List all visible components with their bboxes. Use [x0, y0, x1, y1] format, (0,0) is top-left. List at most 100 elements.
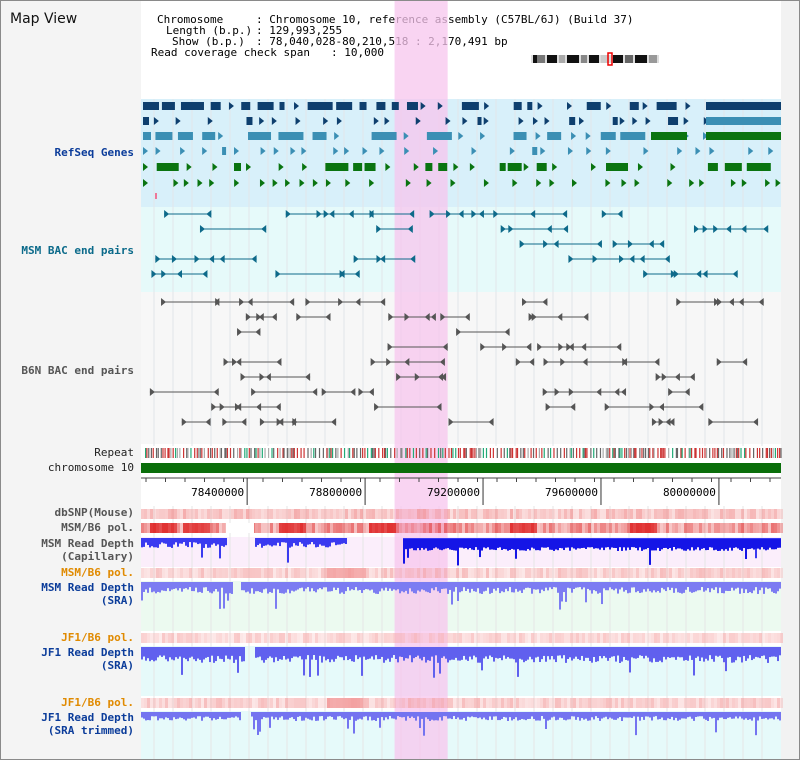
jf1-b6-pol-band	[567, 698, 570, 708]
msm-b6-pol-band	[600, 523, 603, 533]
repeat-feature	[337, 448, 339, 458]
msm-depth-sra-bar	[291, 582, 293, 591]
msm-depth-sra-bar	[261, 582, 263, 593]
b6n-bac-pair-end	[296, 313, 302, 321]
repeat-feature	[647, 448, 650, 458]
msm-b6-pol-band	[504, 568, 507, 578]
msm-b6-pol-band	[387, 568, 390, 578]
msm-depth-cap-bar	[217, 538, 219, 545]
jf1-depth-sra-bar	[767, 647, 769, 663]
jf1-depth-trim-bar	[447, 712, 449, 719]
msm-depth-sra-bar	[599, 582, 601, 593]
msm-depth-sra-bar	[581, 582, 583, 590]
msm-b6-pol-band	[714, 523, 717, 533]
b6n-bac-pair-end	[668, 388, 674, 396]
repeat-feature	[261, 448, 263, 458]
msm-b6-pol-band	[570, 568, 573, 578]
msm-depth-sra-bar	[705, 582, 707, 591]
jf1-b6-pol-band	[261, 633, 264, 643]
msm-depth-cap-bar	[225, 538, 227, 546]
jf1-b6-pol-band	[702, 633, 705, 643]
msm-depth-sra-bar	[215, 582, 217, 590]
refseq-gene-arrow	[535, 132, 541, 140]
b6n-bac-pair-end	[275, 403, 281, 411]
msm-depth-cap-bar	[573, 539, 575, 549]
chromosome-label: Chromosome	[157, 13, 224, 26]
ideogram-position-marker	[607, 52, 613, 66]
msm-bac-pair-end	[353, 255, 359, 263]
jf1-b6-pol-band	[765, 698, 768, 708]
msm-depth-sra-bar	[251, 582, 253, 589]
jf1-b6-pol-band	[447, 633, 450, 643]
dbsnp-band	[285, 509, 288, 519]
jf1-depth-trim-bar	[667, 712, 669, 719]
jf1-depth-trim-bar	[679, 712, 681, 720]
jf1-b6-pol-band	[768, 633, 771, 643]
msm-depth-cap-bar	[719, 539, 721, 551]
refseq-gene-arrow	[212, 163, 218, 171]
jf1-b6-pol-band	[306, 633, 309, 643]
msm-depth-sra-bar	[319, 582, 321, 589]
msm-depth-sra-bar	[511, 582, 513, 593]
msm-b6-pol-band	[348, 523, 351, 533]
jf1-b6-pol-band	[234, 698, 237, 708]
jf1-depth-trim-bar	[191, 712, 193, 718]
refseq-gene-arrow	[405, 179, 411, 187]
refseq-gene-arrow	[437, 102, 443, 110]
msm-depth-cap-bar	[777, 539, 779, 548]
msm-depth-cap-bar	[581, 539, 583, 549]
jf1-b6-pol-band	[360, 633, 363, 643]
dbsnp-band	[297, 509, 300, 519]
repeat-feature	[313, 448, 315, 458]
msm-depth-sra-bar	[299, 582, 301, 589]
repeat-feature	[455, 448, 457, 458]
msm-b6-pol-band	[381, 523, 384, 533]
msm-b6-pol-band	[477, 568, 480, 578]
repeat-feature	[756, 448, 759, 458]
msm-depth-cap-bar	[527, 539, 529, 550]
length-label: Length (b.p.)	[166, 24, 253, 37]
dbsnp-band	[312, 509, 315, 519]
dbsnp-band	[453, 509, 456, 519]
jf1-depth-sra-bar	[737, 647, 739, 657]
jf1-depth-sra-bar	[643, 647, 645, 659]
jf1-depth-sra-bar	[757, 647, 759, 658]
dbsnp-band	[144, 509, 147, 519]
jf1-depth-sra-bar	[307, 647, 309, 656]
dbsnp-band	[444, 509, 447, 519]
msm-b6-pol-band	[480, 568, 483, 578]
jf1-depth-sra-bar	[635, 647, 637, 659]
refseq-gene	[364, 163, 376, 171]
refseq-gene-arrow	[273, 147, 279, 155]
jf1-depth-sra-bar	[577, 647, 579, 659]
msm-depth-sra-bar	[287, 582, 289, 590]
msm-b6-pol-band	[615, 523, 618, 533]
msm-depth-sra-bar	[463, 582, 465, 588]
jf1-depth-sra-bar	[335, 647, 337, 659]
jf1-depth-trim-bar	[499, 712, 501, 721]
jf1-depth-sra-bar	[637, 647, 639, 658]
jf1-depth-trim-bar	[491, 712, 493, 720]
dbsnp-band	[396, 509, 399, 519]
msm-b6-pol-band	[198, 568, 201, 578]
repeat-feature	[524, 448, 526, 458]
refseq-gene-arrow	[549, 179, 555, 187]
msm-b6-pol-band	[345, 568, 348, 578]
jf1-depth-trim-bar	[731, 712, 733, 719]
jf1-depth-sra-bar	[665, 647, 667, 660]
jf1-depth-sra-bar	[299, 647, 301, 657]
refseq-gene	[406, 102, 418, 110]
msm-b6-pol-band	[693, 523, 696, 533]
msm-depth-sra-bar	[461, 582, 463, 592]
jf1-b6-pol-band	[246, 633, 249, 643]
repeat-feature	[264, 448, 266, 458]
refseq-gene-arrow	[186, 163, 192, 171]
jf1-b6-pol-band	[324, 633, 327, 643]
msm-b6-pol-band	[540, 568, 543, 578]
dbsnp-band	[432, 509, 435, 519]
jf1-b6-pol-band	[561, 633, 564, 643]
jf1-depth-trim-bar	[253, 712, 255, 730]
msm-b6-pol-band	[393, 568, 396, 578]
jf1-depth-sra-bar	[555, 647, 557, 663]
